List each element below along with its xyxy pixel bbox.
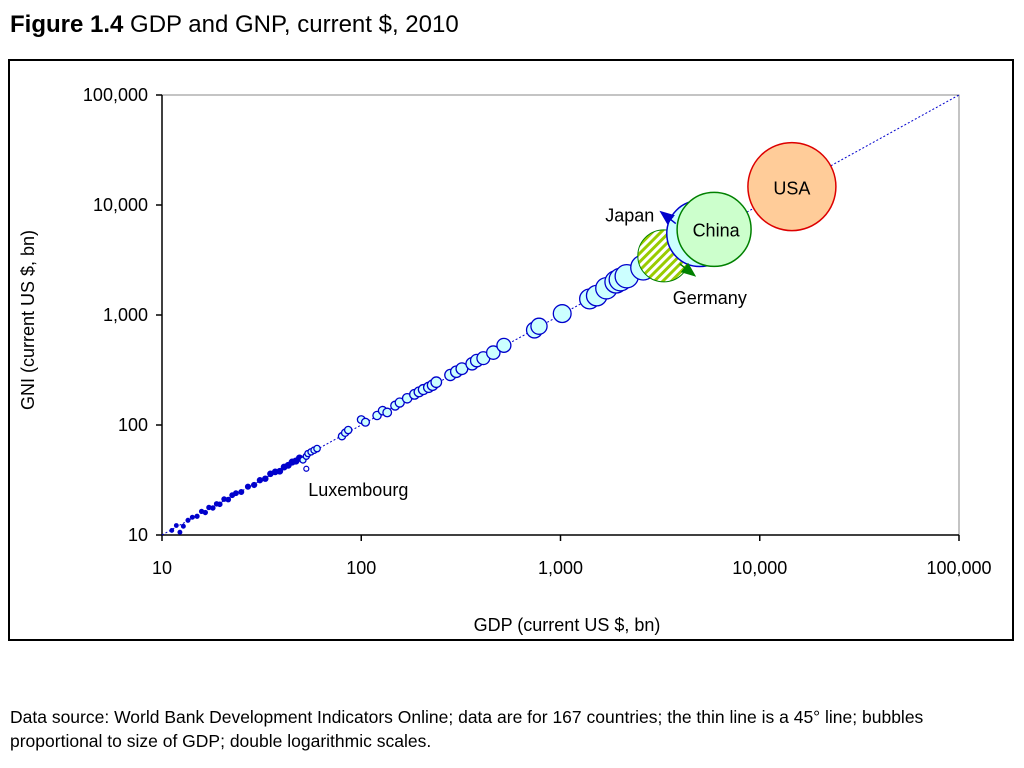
figure-title: Figure 1.4 GDP and GNP, current $, 2010	[10, 11, 459, 39]
country-bubble	[238, 489, 245, 495]
country-bubble	[343, 425, 353, 435]
country-bubble	[169, 528, 175, 533]
luxembourg-bubble	[303, 465, 310, 472]
country-bubble	[251, 481, 258, 489]
country-bubble	[530, 317, 548, 335]
label-usa: USA	[773, 179, 810, 199]
figure-title-text: GDP and GNP, current $, 2010	[130, 11, 459, 38]
bubbles	[169, 254, 657, 535]
y-tick-label: 10	[128, 525, 148, 545]
country-bubble	[552, 304, 572, 324]
x-tick-label: 100	[346, 558, 376, 578]
label-luxembourg: Luxembourg	[308, 480, 408, 500]
y-tick-label: 100	[118, 415, 148, 435]
country-bubble	[256, 477, 264, 484]
country-bubble	[276, 467, 284, 475]
x-tick-label: 1,000	[538, 558, 583, 578]
highlighted-bubbles	[637, 141, 837, 283]
chart-frame	[8, 59, 1014, 641]
source-note: Data source: World Bank Development Indi…	[10, 707, 924, 751]
country-bubble	[360, 417, 371, 427]
label-china: China	[693, 220, 741, 240]
x-ticks: 10 100 1,000 10,000 100,000	[152, 535, 992, 578]
country-bubble	[185, 517, 191, 523]
country-bubble	[202, 509, 208, 516]
country-bubble	[382, 407, 393, 418]
chart-svg: 10 100 1,000 10,000 100,000 10 100 1,000 10,000…	[18, 85, 992, 635]
country-bubble	[189, 514, 195, 520]
y-tick-label: 10,000	[93, 195, 148, 215]
country-bubble	[485, 345, 501, 360]
country-bubble	[313, 444, 321, 453]
country-bubble	[217, 501, 223, 508]
y-tick-label: 1,000	[103, 305, 148, 325]
country-bubble	[430, 376, 443, 389]
label-germany: Germany	[673, 288, 747, 308]
country-bubble	[210, 505, 216, 511]
figure-number: Figure 1.4	[10, 11, 124, 38]
germany-arrow	[679, 262, 697, 277]
country-bubble	[173, 523, 179, 528]
japan-arrow	[659, 210, 677, 225]
x-tick-label: 100,000	[926, 558, 991, 578]
china-bubble	[676, 191, 752, 268]
country-bubble	[225, 496, 232, 503]
x-tick-label: 10	[152, 558, 172, 578]
y-axis-title: GNI (current US $, bn)	[18, 230, 38, 410]
country-bubble	[177, 529, 183, 535]
x-tick-label: 10,000	[732, 558, 787, 578]
x-axis-title: GDP (current US $, bn)	[474, 615, 661, 635]
country-bubble	[180, 523, 186, 529]
country-bubble	[244, 483, 252, 490]
country-bubble	[262, 475, 269, 482]
country-bubble	[496, 337, 512, 353]
y-ticks: 10 100 1,000 10,000 100,000	[83, 85, 162, 545]
country-bubble	[232, 490, 239, 497]
usa-bubble	[747, 141, 837, 232]
country-bubble	[194, 513, 200, 519]
label-japan: Japan	[605, 206, 654, 226]
y-tick-label: 100,000	[83, 85, 148, 105]
